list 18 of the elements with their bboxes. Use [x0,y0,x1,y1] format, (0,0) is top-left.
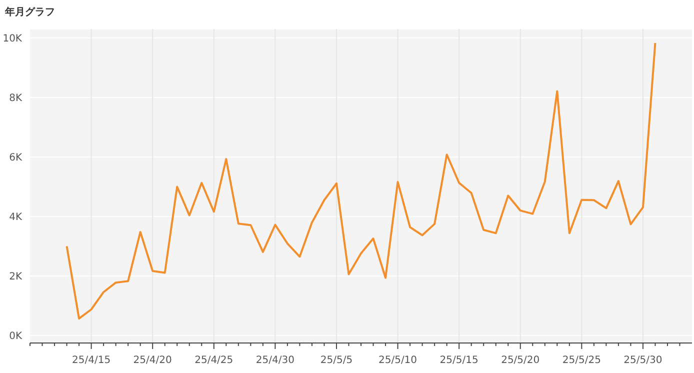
chart-title: 年月グラフ [5,6,55,19]
x-tick-label: 25/4/30 [256,355,294,366]
x-tick-label: 25/5/20 [501,355,540,366]
x-tick-label: 25/4/15 [72,355,111,366]
x-tick-label: 25/4/20 [133,355,172,366]
y-tick-label: 4K [9,212,22,224]
x-tick-label: 25/5/30 [624,355,662,366]
y-tick-label: 10K [2,33,22,44]
x-tick-label: 25/4/25 [194,355,234,366]
y-tick-label: 6K [9,152,22,164]
y-tick-label: 2K [9,272,22,283]
line-series [66,42,656,320]
x-tick-label: 25/5/15 [440,355,478,366]
x-tick-label: 25/5/10 [378,355,418,366]
x-tick-label: 25/5/25 [562,355,601,366]
y-tick-label: 8K [9,93,22,104]
x-tick-label: 25/5/5 [320,355,353,366]
y-tick-label: 0K [9,331,22,342]
